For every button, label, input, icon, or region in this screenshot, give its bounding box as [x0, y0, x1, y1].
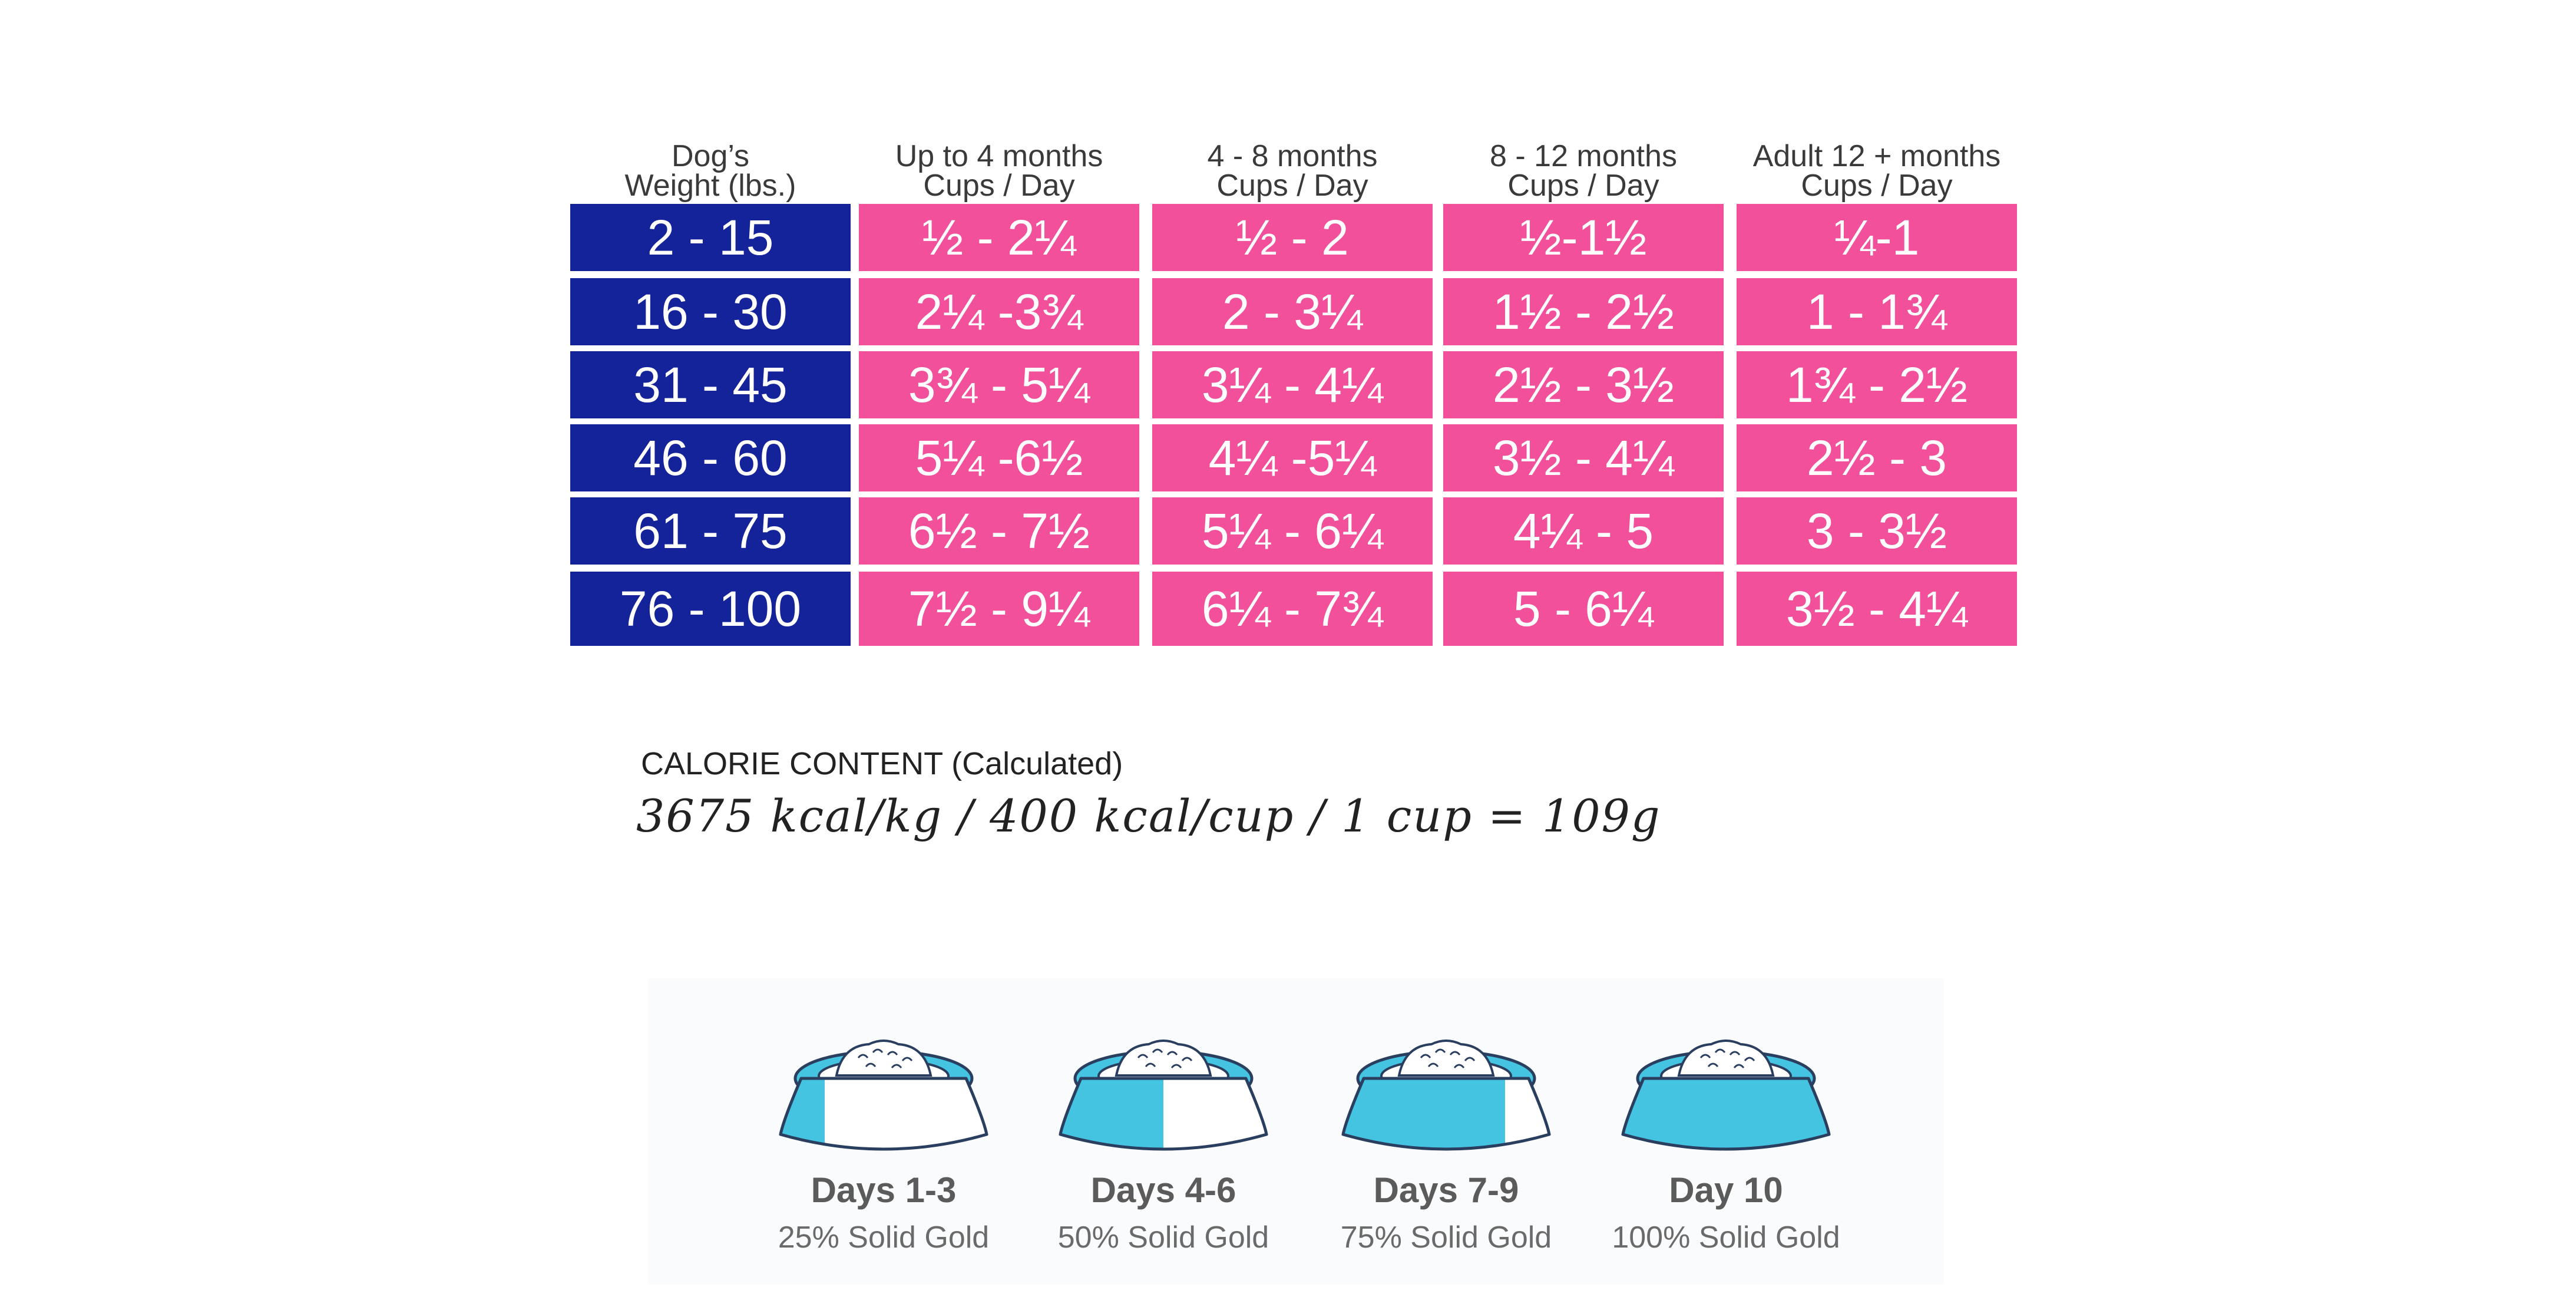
feeding-cell: 3½ - 4¼ [1737, 572, 2017, 646]
feeding-cell: 3¾ - 5¼ [859, 351, 1139, 418]
transition-percent-label: 75% Solid Gold [1340, 1220, 1552, 1255]
header-line1: 4 - 8 months [1207, 139, 1378, 173]
feeding-cell: 3½ - 4¼ [1443, 424, 1724, 491]
calorie-content-title: CALORIE CONTENT (Calculated) [641, 746, 1123, 781]
feeding-cell: 6½ - 7½ [859, 497, 1139, 565]
feeding-cell: 7½ - 9¼ [859, 572, 1139, 646]
header-line2: Cups / Day [923, 169, 1075, 203]
bowl-icon [1059, 1040, 1268, 1151]
feeding-cell: ½ - 2 [1152, 204, 1433, 271]
transition-percent-label: 25% Solid Gold [778, 1220, 990, 1255]
feeding-cell: 2¼ -3¾ [859, 278, 1139, 345]
feeding-cell: 5¼ - 6¼ [1152, 497, 1433, 565]
feeding-cell: 1¾ - 2½ [1737, 351, 2017, 418]
header-line2: Weight (lbs.) [624, 169, 796, 203]
bowl-icon [1341, 1040, 1551, 1151]
feeding-cell: 3 - 3½ [1737, 497, 2017, 565]
header-line1: 8 - 12 months [1490, 139, 1677, 173]
bowl-icon [779, 1040, 988, 1151]
transition-percent-label: 50% Solid Gold [1057, 1220, 1269, 1255]
header-line1: Up to 4 months [895, 139, 1103, 173]
feeding-cell: 2 - 3¼ [1152, 278, 1433, 345]
header-line1: Adult 12 + months [1752, 139, 2001, 173]
weight-cell: 16 - 30 [570, 278, 851, 345]
feeding-cell: 6¼ - 7¾ [1152, 572, 1433, 646]
feeding-cell: 5¼ -6½ [859, 424, 1139, 491]
feeding-cell: ½ - 2¼ [859, 204, 1139, 271]
feeding-cell: 4¼ - 5 [1443, 497, 1724, 565]
header-weight: Dog’s Weight (lbs.) [570, 124, 851, 203]
feeding-cell: 1 - 1¾ [1737, 278, 2017, 345]
feeding-cell: ½-1½ [1443, 204, 1724, 271]
feeding-cell: 1½ - 2½ [1443, 278, 1724, 345]
feeding-cell: 2½ - 3½ [1443, 351, 1724, 418]
transition-days-label: Day 10 [1669, 1170, 1783, 1210]
feeding-cell: ¼-1 [1737, 204, 2017, 271]
header-up-to-4-months: Up to 4 months Cups / Day [859, 124, 1139, 203]
weight-cell: 2 - 15 [570, 204, 851, 271]
header-4-8-months: 4 - 8 months Cups / Day [1152, 124, 1433, 203]
header-line2: Cups / Day [1801, 169, 1953, 203]
header-8-12-months: 8 - 12 months Cups / Day [1443, 124, 1724, 203]
weight-cell: 31 - 45 [570, 351, 851, 418]
header-line1: Dog’s [671, 139, 749, 173]
weight-cell: 46 - 60 [570, 424, 851, 491]
header-adult-12-months: Adult 12 + months Cups / Day [1737, 124, 2017, 203]
transition-percent-label: 100% Solid Gold [1612, 1220, 1840, 1255]
weight-cell: 76 - 100 [570, 572, 851, 646]
calorie-content-values: 3675 kcal/kg / 400 kcal/cup / 1 cup = 10… [636, 790, 1661, 842]
header-line2: Cups / Day [1507, 169, 1659, 203]
transition-days-label: Days 7-9 [1373, 1170, 1519, 1210]
header-line2: Cups / Day [1216, 169, 1368, 203]
transition-days-label: Days 4-6 [1090, 1170, 1236, 1210]
feeding-cell: 5 - 6¼ [1443, 572, 1724, 646]
weight-cell: 61 - 75 [570, 497, 851, 565]
bowl-icon [1621, 1040, 1831, 1151]
feeding-cell: 4¼ -5¼ [1152, 424, 1433, 491]
feeding-cell: 2½ - 3 [1737, 424, 2017, 491]
feeding-cell: 3¼ - 4¼ [1152, 351, 1433, 418]
transition-days-label: Days 1-3 [811, 1170, 957, 1210]
